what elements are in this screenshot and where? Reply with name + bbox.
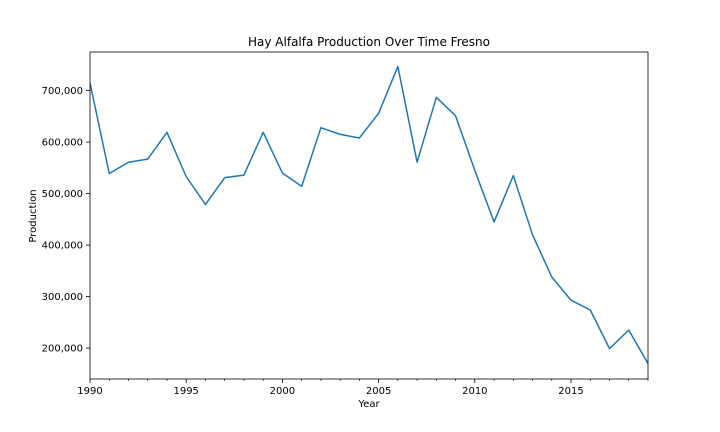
x-tick-label: 1995 [173,386,198,397]
y-tick-label: 300,000 [42,292,83,303]
x-tick-label: 1990 [77,386,102,397]
y-tick-label: 500,000 [42,189,83,200]
x-tick-label: 2015 [558,386,583,397]
y-tick-label: 400,000 [42,241,83,252]
plot-frame [89,51,649,380]
x-tick-label: 2010 [462,386,487,397]
y-axis: 200,000 300,000 400,000 500,000 600,000 700,0… [42,86,90,355]
chart-title: Hay Alfalfa Production Over Time Fresno [248,35,490,49]
x-tick-label: 2005 [366,386,391,397]
y-tick-label: 700,000 [42,86,83,97]
x-axis-label: Year [357,399,380,410]
plot-area [89,51,649,380]
series-line [90,65,648,364]
y-tick-label: 600,000 [42,138,83,149]
y-axis-label: Production [28,189,39,242]
x-tick-label: 2000 [270,386,295,397]
y-tick-label: 200,000 [42,344,83,355]
x-axis: 1990 1995 2000 2005 2010 2015 [77,379,649,397]
